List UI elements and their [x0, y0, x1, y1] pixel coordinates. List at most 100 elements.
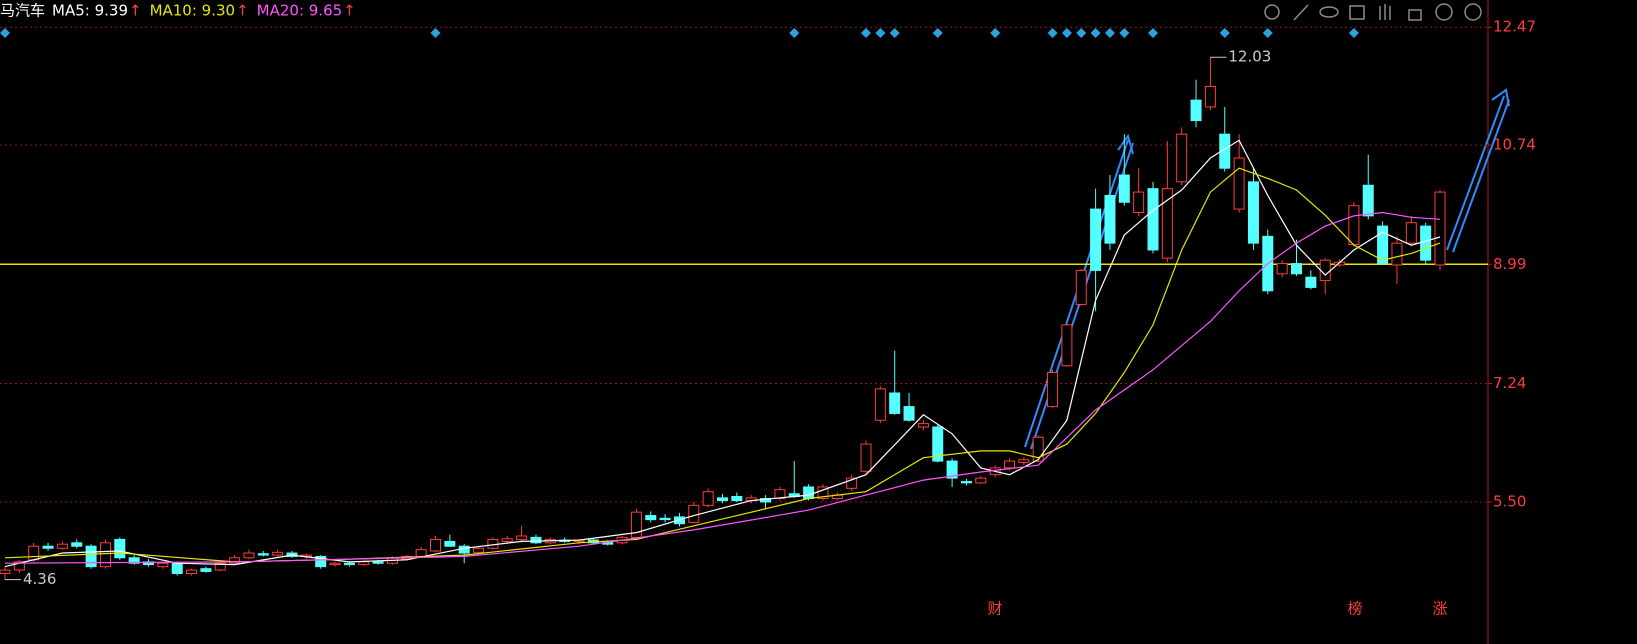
- low-marker: 4.36: [23, 570, 56, 588]
- candle-body: [1018, 459, 1030, 463]
- draw-icon[interactable]: [1293, 4, 1309, 21]
- candle-body: [186, 569, 198, 574]
- candle-body: [932, 426, 944, 462]
- candle-body: [1190, 99, 1202, 122]
- candle-body: [803, 486, 815, 500]
- y-tick-label: 10.74: [1493, 136, 1536, 154]
- candle-body: [774, 489, 786, 500]
- legend-label: MA20: 9.65: [257, 2, 343, 20]
- candle-body: [530, 536, 542, 544]
- legend-label: MA10: 9.30: [150, 2, 236, 20]
- candle-body: [99, 542, 111, 568]
- candle-body: [1032, 436, 1044, 462]
- settings-icon[interactable]: [1264, 4, 1280, 20]
- ma-line: [4, 167, 1441, 563]
- eye-icon[interactable]: [1319, 6, 1339, 18]
- candle-body: [688, 504, 700, 523]
- candle-body: [702, 491, 714, 506]
- event-marker: [1348, 28, 1359, 38]
- candle-body: [1233, 157, 1245, 210]
- candle-body: [272, 551, 284, 556]
- candle-body: [114, 538, 126, 559]
- event-marker: [1047, 28, 1058, 38]
- candle-body: [157, 562, 169, 568]
- candle-body: [71, 542, 83, 547]
- candle-body: [1090, 208, 1102, 271]
- candle-body: [1377, 225, 1389, 265]
- legend-label: MA5: 9.39: [52, 2, 128, 20]
- candle-body: [1319, 259, 1331, 282]
- zoom-in-icon[interactable]: [1435, 3, 1453, 21]
- candle-body: [1291, 263, 1302, 275]
- zoom-out-icon[interactable]: [1464, 3, 1482, 21]
- y-tick-label: 5.50: [1493, 492, 1526, 510]
- candle-body: [229, 557, 241, 564]
- event-label: 财: [987, 600, 1002, 618]
- candle-body: [243, 552, 255, 559]
- candle-body: [1204, 85, 1216, 108]
- event-marker: [889, 28, 900, 38]
- candle-body: [42, 545, 54, 549]
- candle-body: [874, 388, 886, 421]
- candle-body: [1434, 191, 1446, 266]
- event-marker: [1148, 28, 1158, 38]
- event-marker: [1262, 28, 1273, 38]
- candle-body: [343, 562, 355, 566]
- candle-body: [1420, 225, 1432, 261]
- candle-body: [1161, 188, 1173, 259]
- candle-body: [917, 423, 929, 428]
- candle-body: [415, 549, 427, 557]
- candle-body: [946, 460, 958, 479]
- candle-body: [1348, 205, 1360, 246]
- candle-body: [1405, 222, 1417, 244]
- candle-body: [444, 540, 456, 547]
- candle-body: [903, 406, 915, 421]
- y-tick-label: 8.99: [1493, 255, 1526, 273]
- event-marker: [1119, 28, 1130, 38]
- y-tick-label: 7.24: [1493, 374, 1526, 392]
- candle-body: [1391, 242, 1403, 266]
- candle-body: [1004, 460, 1015, 469]
- event-label: 榜: [1347, 600, 1362, 618]
- candle-body: [817, 486, 829, 500]
- candle-body: [171, 562, 183, 574]
- event-marker: [1076, 28, 1087, 38]
- event-marker: [932, 28, 943, 38]
- event-marker: [430, 28, 441, 38]
- event-label: 涨: [1432, 600, 1447, 618]
- candle-body: [846, 477, 858, 489]
- y-tick-label: 12.47: [1493, 18, 1536, 36]
- event-marker: [990, 28, 1001, 38]
- candle-body: [1276, 263, 1288, 275]
- event-marker: [789, 28, 800, 38]
- legend-trend: ↑: [129, 2, 142, 20]
- candle-body: [372, 561, 384, 564]
- hand-icon[interactable]: [1379, 4, 1391, 20]
- candle-body: [257, 553, 269, 556]
- candle-body: [329, 562, 341, 566]
- candle-body: [889, 392, 901, 414]
- candle-body: [1061, 324, 1073, 367]
- candle-body: [1133, 191, 1145, 213]
- candle-body: [1176, 133, 1188, 183]
- candle-body: [659, 517, 671, 521]
- candle-body: [717, 497, 728, 502]
- candle-body: [28, 545, 40, 561]
- candle-body: [630, 511, 642, 538]
- candle-body: [960, 481, 972, 484]
- candle-body: [1075, 269, 1087, 305]
- candle-body: [1147, 188, 1159, 251]
- box-icon[interactable]: [1349, 5, 1365, 20]
- candle-body: [1118, 174, 1130, 203]
- candle-body: [1047, 372, 1059, 408]
- candle-body: [501, 538, 513, 542]
- candle-body: [860, 443, 872, 472]
- event-marker: [1104, 28, 1115, 38]
- legend-trend: ↑: [343, 2, 356, 20]
- candle-body: [731, 495, 743, 502]
- lock-icon[interactable]: [1408, 9, 1422, 21]
- candle-body: [1305, 276, 1317, 288]
- candle-body: [13, 561, 25, 571]
